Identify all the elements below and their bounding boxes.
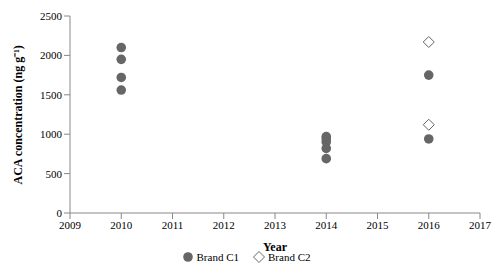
svg-text:2016: 2016 (418, 219, 441, 231)
svg-text:2017: 2017 (469, 219, 492, 231)
svg-text:1000: 1000 (40, 128, 63, 140)
html-text:Brand C1: Brand C1 (196, 251, 239, 263)
svg-text:2015: 2015 (367, 219, 390, 231)
svg-text:2010: 2010 (110, 219, 133, 231)
svg-text:2000: 2000 (40, 49, 63, 61)
svg-text:2013: 2013 (264, 219, 287, 231)
svg-text:2500: 2500 (40, 10, 63, 22)
svg-text:2014: 2014 (315, 219, 338, 231)
svg-text:ACA concentration (ng g⁻¹): ACA concentration (ng g⁻¹) (11, 45, 25, 184)
svg-text:500: 500 (46, 168, 63, 180)
svg-text:Year: Year (263, 240, 288, 254)
svg-text:0: 0 (57, 207, 63, 219)
html-text:Brand C2: Brand C2 (268, 251, 311, 263)
svg-text:1500: 1500 (40, 89, 63, 101)
svg-text:2009: 2009 (59, 219, 82, 231)
svg-text:2012: 2012 (213, 219, 235, 231)
svg-text:2011: 2011 (162, 219, 184, 231)
